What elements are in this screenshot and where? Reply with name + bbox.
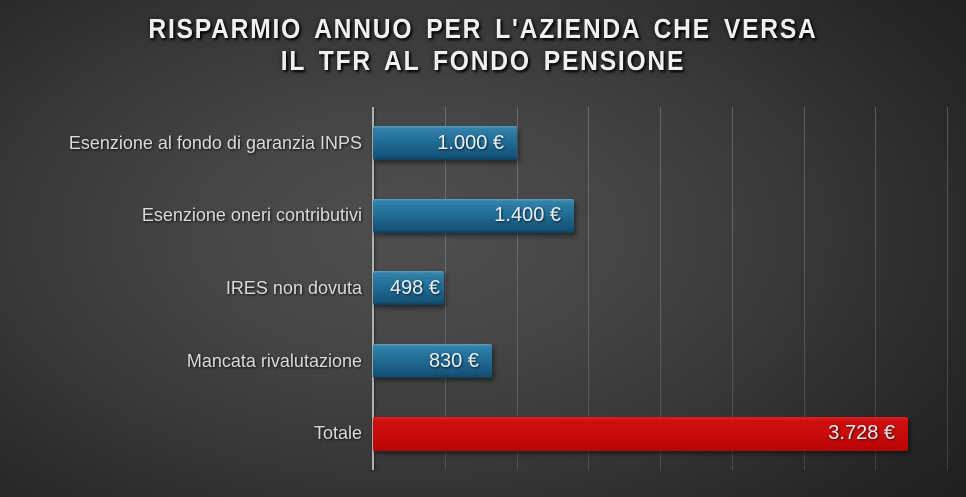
bar: 498 € [373, 271, 444, 306]
bar-value-label: 3.728 € [828, 422, 895, 445]
chart-row: Esenzione oneri contributivi 1.400 € [0, 180, 966, 253]
category-label: IRES non dovuta [225, 277, 362, 298]
bar-rows-layer: Esenzione al fondo di garanzia INPS 1.000… [0, 107, 966, 470]
category-label: Esenzione oneri contributivi [141, 205, 362, 226]
chart-title-line2: IL TFR AL FONDO PENSIONE [280, 45, 686, 76]
bar: 830 € [373, 344, 492, 379]
chart-row: Mancata rivalutazione 830 € [0, 325, 966, 398]
category-label: Totale [313, 423, 362, 444]
total-bar: 3.728 € [373, 416, 908, 451]
bar-value-label: 1.400 € [494, 204, 561, 227]
gridline [731, 107, 733, 470]
category-label: Esenzione al fondo di garanzia INPS [68, 132, 362, 153]
gridline [444, 107, 446, 470]
gridline [947, 107, 948, 470]
category-label: Mancata rivalutazione [186, 350, 362, 371]
bar: 1.400 € [373, 198, 574, 233]
chart-row: IRES non dovuta 498 € [0, 252, 966, 325]
chart-title-line1: RISPARMIO ANNUO PER L'AZIENDA CHE VERSA [148, 13, 818, 44]
bar-value-label: 830 € [428, 349, 479, 372]
gridline [875, 107, 877, 470]
gridline [588, 107, 590, 470]
gridline [803, 107, 805, 470]
chart-row: Totale 3.728 € [0, 397, 966, 470]
gridline [660, 107, 661, 470]
chart-title: RISPARMIO ANNUO PER L'AZIENDA CHE VERSA … [58, 13, 908, 77]
bar-value-label: 498 € [389, 276, 440, 299]
bar-value-label: 1.000 € [437, 131, 504, 154]
chart-row: Esenzione al fondo di garanzia INPS 1.000… [0, 107, 966, 180]
bar: 1.000 € [373, 126, 517, 161]
gridline [516, 107, 518, 470]
